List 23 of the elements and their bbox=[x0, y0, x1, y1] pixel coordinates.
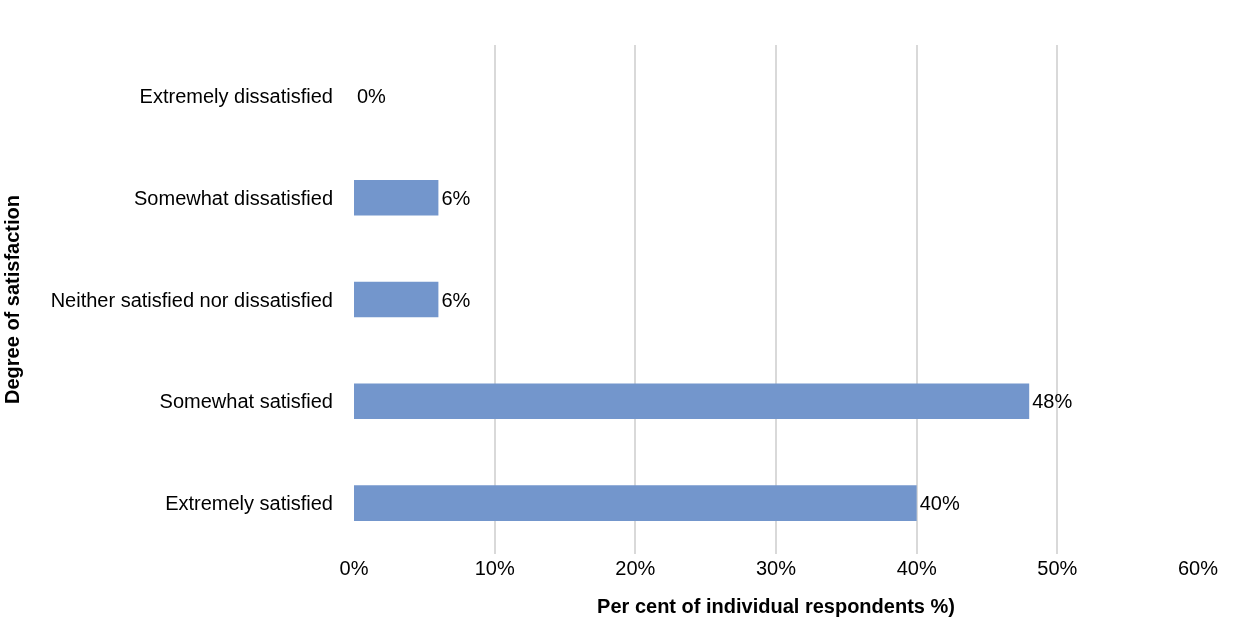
y-axis-title: Degree of satisfaction bbox=[1, 195, 24, 404]
data-label: 6% bbox=[441, 186, 471, 209]
x-axis-title: Per cent of individual respondents %) bbox=[597, 594, 955, 617]
bar bbox=[354, 179, 439, 216]
bar bbox=[354, 281, 439, 318]
data-label: 0% bbox=[357, 84, 387, 107]
x-tick-label: 60% bbox=[1177, 557, 1219, 579]
bar bbox=[354, 383, 1030, 420]
y-tick-label: Neither satisfied nor dissatisfied bbox=[50, 288, 333, 311]
data-label: 6% bbox=[441, 288, 471, 311]
data-label: 48% bbox=[1032, 390, 1073, 413]
x-tick-label: 20% bbox=[615, 557, 656, 579]
y-tick-label: Somewhat satisfied bbox=[159, 390, 333, 413]
bar bbox=[354, 485, 917, 521]
x-tick-label: 50% bbox=[1037, 557, 1078, 579]
x-tick-label: 40% bbox=[896, 557, 937, 579]
y-tick-label: Extremely dissatisfied bbox=[139, 84, 333, 107]
x-tick-label: 0% bbox=[339, 557, 369, 579]
data-label: 40% bbox=[919, 492, 960, 515]
x-tick-label: 10% bbox=[474, 557, 515, 579]
y-tick-label: Somewhat dissatisfied bbox=[134, 186, 333, 209]
y-tick-label: Extremely satisfied bbox=[165, 492, 333, 515]
x-tick-label: 30% bbox=[755, 557, 797, 579]
